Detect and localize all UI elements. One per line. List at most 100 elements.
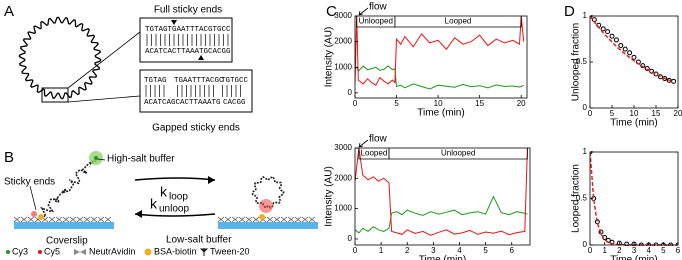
neutravidin	[294, 216, 302, 223]
legend-label: BSA-biotin	[154, 246, 197, 256]
neutravidin	[48, 216, 56, 223]
neutravidin	[97, 216, 105, 223]
zoom-box	[41, 87, 69, 103]
looped-dna	[251, 175, 285, 209]
panel-label: C	[326, 3, 337, 20]
x-tick-label: 5	[610, 109, 615, 118]
data-point	[644, 65, 650, 71]
panel-b: High-salt buffer Sticky ends Coverslip L…	[4, 151, 318, 256]
x-axis-label: Time (min)	[610, 255, 657, 260]
arrow	[134, 177, 216, 181]
neutravidin	[55, 216, 63, 223]
pointer	[29, 185, 37, 211]
axes-frame	[354, 147, 531, 246]
y-tick-label: 1000	[334, 204, 352, 213]
x-tick-label: 5	[394, 99, 399, 108]
x-tick-label: 10	[630, 109, 639, 118]
neutravidin	[27, 216, 35, 223]
data-point	[600, 26, 606, 32]
data-point	[627, 50, 633, 56]
trace	[355, 15, 525, 86]
neutravidin	[252, 216, 260, 223]
y-tick-label: 0.5	[576, 194, 588, 203]
neutravidin	[280, 216, 288, 223]
chart: 0 5 10 15 20 0 1000 2000 3000 Time (min) Intensity…	[324, 2, 528, 119]
data-point	[605, 29, 611, 35]
pointer	[97, 158, 106, 161]
y-tick-label: 2000	[334, 37, 352, 46]
neutravidin	[217, 216, 225, 223]
panel-label: A	[4, 3, 14, 20]
y-tick-label: 0	[583, 103, 588, 112]
neutravidin	[90, 216, 98, 223]
plot-area	[590, 151, 678, 246]
segment-label: Looped	[361, 149, 388, 158]
arrowhead	[135, 210, 142, 218]
cy3-dye	[94, 156, 98, 160]
surface-molecules	[13, 216, 316, 223]
trace	[355, 147, 528, 236]
fret-halo	[259, 199, 273, 213]
neutravidin	[104, 216, 112, 223]
panel-label: D	[564, 3, 575, 20]
sequence: TGTAGTGAATTTACGTGCC	[145, 26, 231, 34]
axes-frame	[354, 15, 528, 99]
y-axis-label: Intensity (AU)	[324, 166, 335, 227]
x-axis-label: Time (min)	[610, 118, 657, 129]
data-point	[622, 46, 628, 52]
data-point	[609, 33, 615, 39]
base-pairs	[146, 34, 229, 46]
data-point	[653, 71, 659, 77]
neutravidin	[301, 216, 309, 223]
x-tick-label: 1	[379, 246, 384, 255]
data-point	[624, 241, 630, 246]
y-tick-label: 3000	[334, 11, 352, 20]
panel-label: B	[4, 149, 14, 166]
legend-label: NeutrAvidin	[89, 246, 135, 256]
y-tick-label: 1000	[334, 62, 352, 71]
legend-swatch	[199, 248, 209, 256]
x-tick-label: 10	[434, 99, 443, 108]
caption: Gapped sticky ends	[152, 123, 240, 134]
trace	[355, 195, 528, 234]
x-tick-label: 15	[652, 109, 661, 118]
axes-frame	[589, 15, 679, 109]
x-tick-label: 6	[676, 246, 681, 255]
flow-label: flow	[369, 134, 388, 145]
y-tick-label: 0	[348, 234, 353, 243]
neutravidin	[231, 216, 239, 223]
legend-label: Cy5	[44, 246, 60, 256]
legend-swatch	[6, 250, 10, 254]
bsa-biotin	[38, 214, 44, 220]
y-axis-label: Looped fraction	[571, 164, 582, 233]
legend-swatch	[144, 248, 152, 256]
cy5-dye	[31, 211, 37, 217]
y-axis-label: Intensity (AU)	[324, 27, 335, 88]
label: Coverslip	[46, 236, 88, 247]
x-tick-label: 4	[646, 246, 651, 255]
label: Sticky ends	[4, 177, 55, 188]
neutravidin	[238, 216, 246, 223]
segment-bracket	[388, 148, 528, 160]
arrowhead	[208, 176, 215, 184]
flow-arrow	[358, 7, 369, 16]
x-tick-label: 3	[632, 246, 637, 255]
y-tick-label: 2000	[334, 173, 352, 182]
x-tick-label: 15	[475, 99, 484, 108]
y-axis-label: Unlooped fraction	[571, 23, 582, 101]
y-tick-label: 1	[583, 11, 588, 20]
neutravidin	[13, 216, 21, 223]
coverslip	[14, 222, 114, 229]
sequence: TGAATTTACGC	[174, 77, 224, 85]
nick-marker	[171, 20, 177, 25]
sequence: ACATCACTTAAATGCACGG	[145, 48, 231, 56]
plot-area	[355, 147, 528, 236]
nick-marker	[198, 55, 204, 60]
x-tick-label: 2	[405, 246, 410, 255]
bsa-biotin	[259, 214, 265, 220]
neutravidin	[266, 216, 274, 223]
x-tick-label: 0	[353, 246, 358, 255]
x-tick-label: 20	[674, 109, 682, 118]
data-point	[618, 42, 624, 48]
